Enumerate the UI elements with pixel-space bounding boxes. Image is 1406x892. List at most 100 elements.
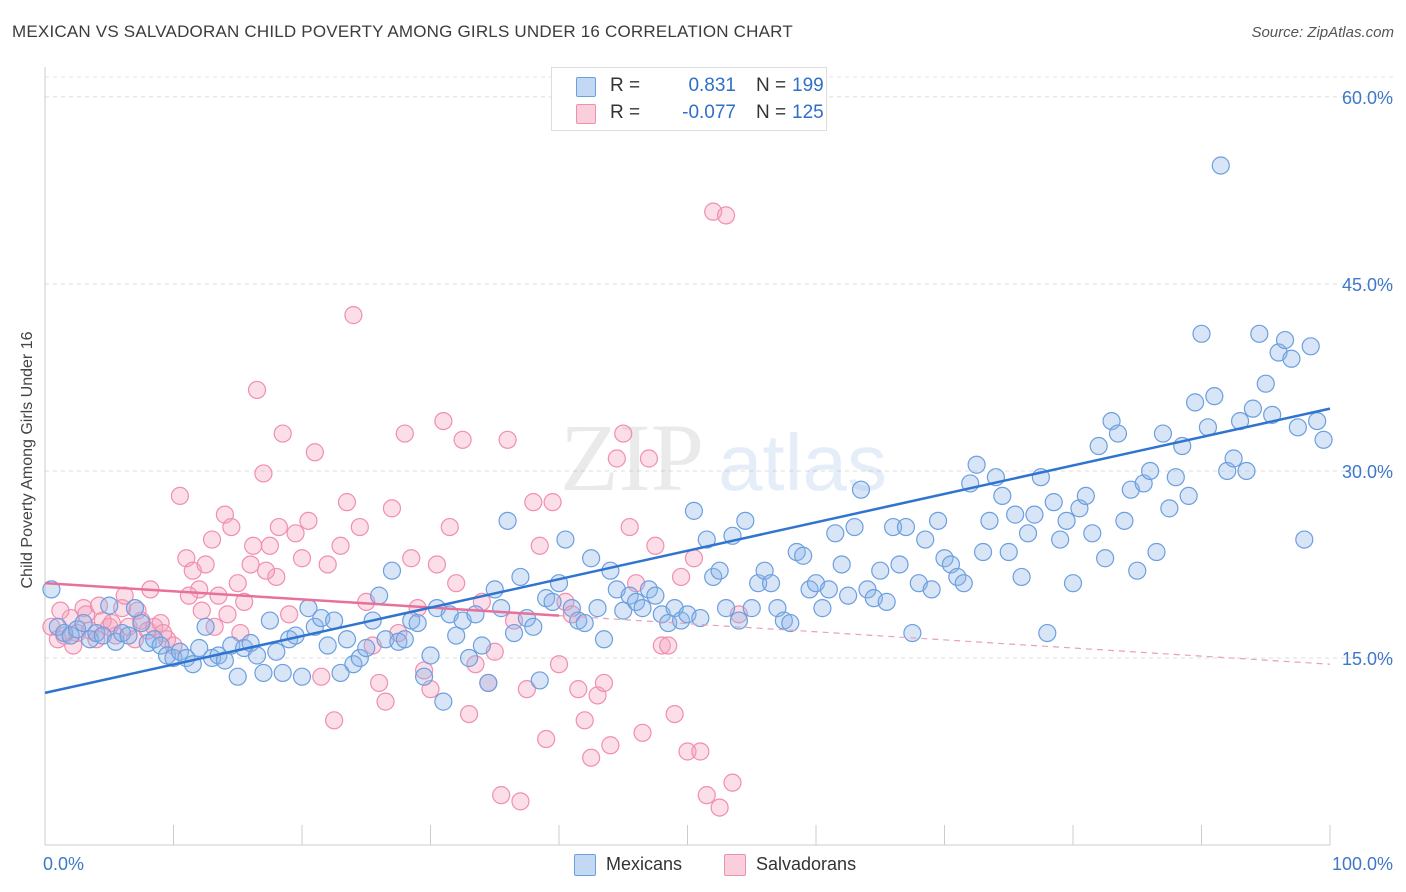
salvadorans-point (273, 424, 292, 443)
mexicans-point (318, 636, 337, 655)
mexicans-point (556, 530, 575, 549)
mexicans-point (819, 580, 838, 599)
y-tick-label: 45.0% (1342, 275, 1393, 295)
mexicans-point (903, 623, 922, 643)
salvadorans-point (582, 748, 601, 767)
mexicans-point (408, 613, 427, 633)
mexicans-point (504, 623, 524, 643)
mexicans-legend-swatch (574, 854, 596, 876)
watermark-zip: ZIP (560, 404, 704, 511)
mexicans-point (466, 605, 485, 624)
mexicans-point (247, 646, 267, 665)
mexicans-point (1108, 424, 1128, 443)
salvadorans-point (492, 786, 511, 805)
salvadorans-point (292, 549, 312, 568)
mexicans-point (999, 542, 1018, 562)
trend-lines (44, 407, 1331, 695)
salvadorans-point (179, 586, 199, 605)
mexicans-point (421, 646, 440, 665)
mexicans-point (1185, 393, 1205, 412)
mexicans-point (1025, 505, 1044, 524)
mexicans-point (710, 561, 729, 580)
mexicans-point (524, 617, 543, 636)
mexicans-point (761, 574, 781, 593)
salvadorans-point (414, 661, 434, 680)
mexicans-point (447, 626, 466, 645)
mexicans-point (928, 511, 948, 530)
mexicans-point (839, 586, 858, 605)
mexicans-point (716, 599, 736, 618)
mexicans-point (370, 586, 389, 605)
mexicans-point (196, 617, 215, 636)
mexicans-point (1275, 330, 1295, 350)
mexicans-points (42, 156, 1333, 711)
salvadorans-point (652, 636, 671, 655)
salvadorans-point (447, 574, 466, 593)
y-tick-label: 30.0% (1342, 462, 1393, 482)
mexicans-legend-label: Mexicans (606, 854, 683, 874)
mexicans-point (1166, 468, 1185, 487)
salvadorans-point (376, 692, 395, 711)
mexicans-point (1140, 461, 1160, 481)
mexicans-point (980, 511, 999, 530)
mexicans-point (350, 648, 369, 668)
mexicans-point (1205, 387, 1224, 406)
mexicans-point (254, 663, 273, 683)
mexicans-point (74, 613, 93, 633)
mexicans-point (691, 608, 710, 628)
mexicans-point (511, 567, 530, 587)
correlation-legend: R = 0.831 N = 199 R = -0.077 N = 125 (551, 67, 827, 131)
salvadorans-point (601, 736, 620, 755)
n-value: 125 (792, 102, 824, 123)
salvadorans-point (244, 536, 263, 555)
mexicans-point (851, 480, 871, 499)
mexicans-point (1314, 430, 1333, 449)
mexicans-point (826, 524, 845, 543)
salvadorans-point (254, 464, 273, 483)
mexicans-point (973, 542, 993, 562)
mexicans-point (1263, 405, 1282, 424)
mexicans-point (459, 648, 479, 668)
salvadorans-point (620, 517, 639, 537)
mexicans-point (1250, 324, 1269, 343)
salvadorans-point (440, 517, 459, 537)
salvadorans-point (318, 555, 337, 574)
salvadorans-point (269, 517, 288, 537)
salvadorans-legend-label: Salvadorans (756, 854, 857, 874)
salvadorans-point (395, 424, 414, 443)
salvadorans-point (192, 601, 211, 620)
mexicans-point (414, 667, 434, 686)
salvadorans-point (51, 601, 70, 620)
mexicans-point (1128, 561, 1147, 580)
mexicans-point (492, 599, 511, 618)
mexicans-point (1153, 424, 1173, 443)
mexicans-point (382, 561, 402, 580)
mexicans-point (337, 630, 357, 649)
mexicans-point (1243, 399, 1263, 418)
r-label: R = (610, 102, 641, 123)
salvadorans-point (89, 596, 109, 615)
salvadorans-point (678, 742, 697, 761)
r-label: R = (610, 75, 641, 96)
y-tick-label: 15.0% (1342, 649, 1393, 669)
chart-title: MEXICAN VS SALVADORAN CHILD POVERTY AMON… (12, 22, 793, 41)
mexicans-point (1192, 324, 1211, 343)
salvadorans-point (633, 723, 652, 742)
salvadorans-point (434, 411, 453, 431)
mexicans-point (530, 671, 549, 690)
mexicans-point (813, 599, 832, 618)
mexicans-point (845, 517, 864, 537)
mexicans-point (1288, 418, 1307, 437)
salvadorans-point (247, 380, 267, 400)
salvadorans-point (382, 499, 402, 518)
mexicans-point (922, 580, 941, 599)
salvadorans-point (537, 729, 556, 749)
salvadorans-point (280, 605, 299, 624)
salvadorans-point (665, 704, 684, 724)
mexicans-point (292, 667, 312, 686)
mexicans-point (1147, 542, 1166, 562)
mexicans-point (1089, 436, 1108, 456)
mexicans-point (1160, 499, 1179, 518)
salvadorans-point (286, 524, 305, 543)
